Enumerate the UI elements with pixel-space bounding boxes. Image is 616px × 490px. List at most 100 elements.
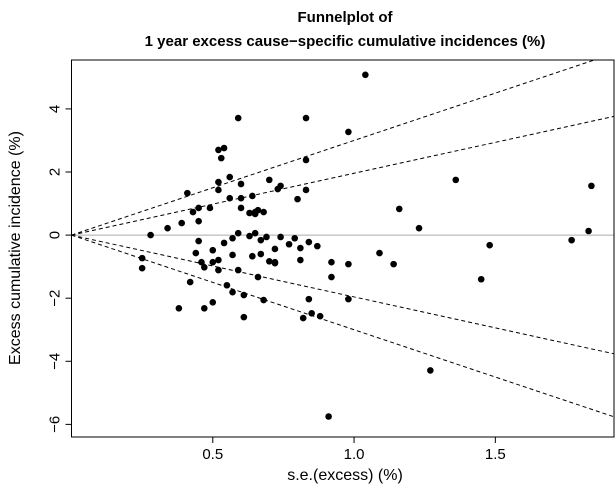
- point: [240, 291, 248, 299]
- y-tick-label: 2: [46, 168, 63, 176]
- point: [297, 256, 304, 264]
- funnel-line: [71, 234, 614, 355]
- point: [246, 232, 253, 240]
- point: [229, 251, 236, 259]
- point: [271, 259, 279, 267]
- y-tick-label: −6: [46, 416, 63, 433]
- point: [305, 295, 313, 303]
- point: [209, 298, 217, 306]
- point: [277, 233, 284, 241]
- point: [345, 295, 352, 303]
- y-tick-label: −4: [46, 353, 63, 370]
- point: [229, 234, 236, 242]
- point: [192, 249, 200, 257]
- point: [265, 257, 273, 265]
- point: [251, 229, 259, 237]
- point: [209, 258, 217, 266]
- point: [294, 195, 301, 203]
- plot-frame: [71, 59, 615, 438]
- point: [254, 206, 262, 214]
- point: [265, 176, 273, 184]
- point: [362, 71, 369, 79]
- point: [186, 278, 194, 286]
- point: [237, 180, 245, 188]
- point: [246, 209, 253, 217]
- x-axis-label: s.e.(excess) (%): [287, 467, 403, 484]
- point: [390, 260, 397, 268]
- point: [308, 310, 315, 317]
- point: [200, 304, 208, 312]
- y-axis-label: Excess cumulative incidence (%): [7, 131, 24, 365]
- point: [198, 258, 205, 266]
- point: [215, 178, 222, 186]
- funnel-line: [71, 60, 596, 236]
- point: [206, 204, 214, 212]
- point: [249, 252, 256, 260]
- point: [291, 234, 299, 242]
- point: [263, 233, 270, 241]
- point: [427, 367, 434, 374]
- point: [486, 241, 493, 249]
- chart-title: Funnelplot of: [298, 9, 394, 26]
- x-tick-label: 1.0: [344, 446, 365, 463]
- point: [220, 144, 228, 152]
- point: [226, 173, 234, 181]
- point: [195, 237, 202, 245]
- point: [297, 244, 304, 252]
- point: [395, 205, 403, 213]
- point: [325, 413, 332, 420]
- point: [345, 260, 352, 268]
- point: [257, 250, 265, 258]
- funnel-line: [71, 234, 614, 418]
- point: [299, 314, 307, 322]
- point: [328, 258, 335, 266]
- point: [234, 229, 242, 237]
- point: [237, 194, 245, 202]
- point: [209, 246, 217, 254]
- point: [195, 217, 202, 225]
- point: [588, 182, 595, 190]
- point: [217, 154, 225, 162]
- point: [568, 236, 575, 244]
- point: [200, 263, 208, 271]
- point: [345, 128, 352, 136]
- point: [415, 224, 423, 232]
- point: [277, 182, 284, 190]
- point: [302, 114, 310, 122]
- point: [189, 208, 197, 216]
- point: [254, 273, 262, 281]
- chart-subtitle: 1 year excess cause−specific cumulative …: [145, 33, 546, 50]
- point: [226, 194, 234, 202]
- point: [164, 224, 171, 232]
- point: [260, 296, 267, 304]
- point: [249, 192, 256, 200]
- point: [477, 275, 485, 283]
- point: [285, 240, 293, 248]
- point: [229, 288, 236, 296]
- point: [184, 189, 191, 197]
- point: [234, 266, 242, 274]
- point: [215, 266, 222, 274]
- point: [240, 313, 248, 321]
- point: [257, 236, 265, 244]
- point: [452, 176, 460, 184]
- point: [302, 186, 310, 194]
- point: [138, 254, 146, 262]
- point: [271, 245, 279, 253]
- y-tick-label: 4: [46, 105, 63, 113]
- y-tick-label: −2: [46, 290, 63, 307]
- point: [585, 227, 592, 235]
- point: [314, 242, 321, 250]
- point: [215, 256, 222, 264]
- x-tick-label: 0.5: [202, 446, 223, 463]
- point: [175, 304, 183, 312]
- point: [376, 249, 383, 257]
- point: [237, 204, 245, 212]
- point: [195, 204, 202, 212]
- point: [138, 264, 146, 272]
- point: [215, 146, 222, 154]
- point: [178, 219, 185, 227]
- y-tick-label: 0: [46, 231, 63, 239]
